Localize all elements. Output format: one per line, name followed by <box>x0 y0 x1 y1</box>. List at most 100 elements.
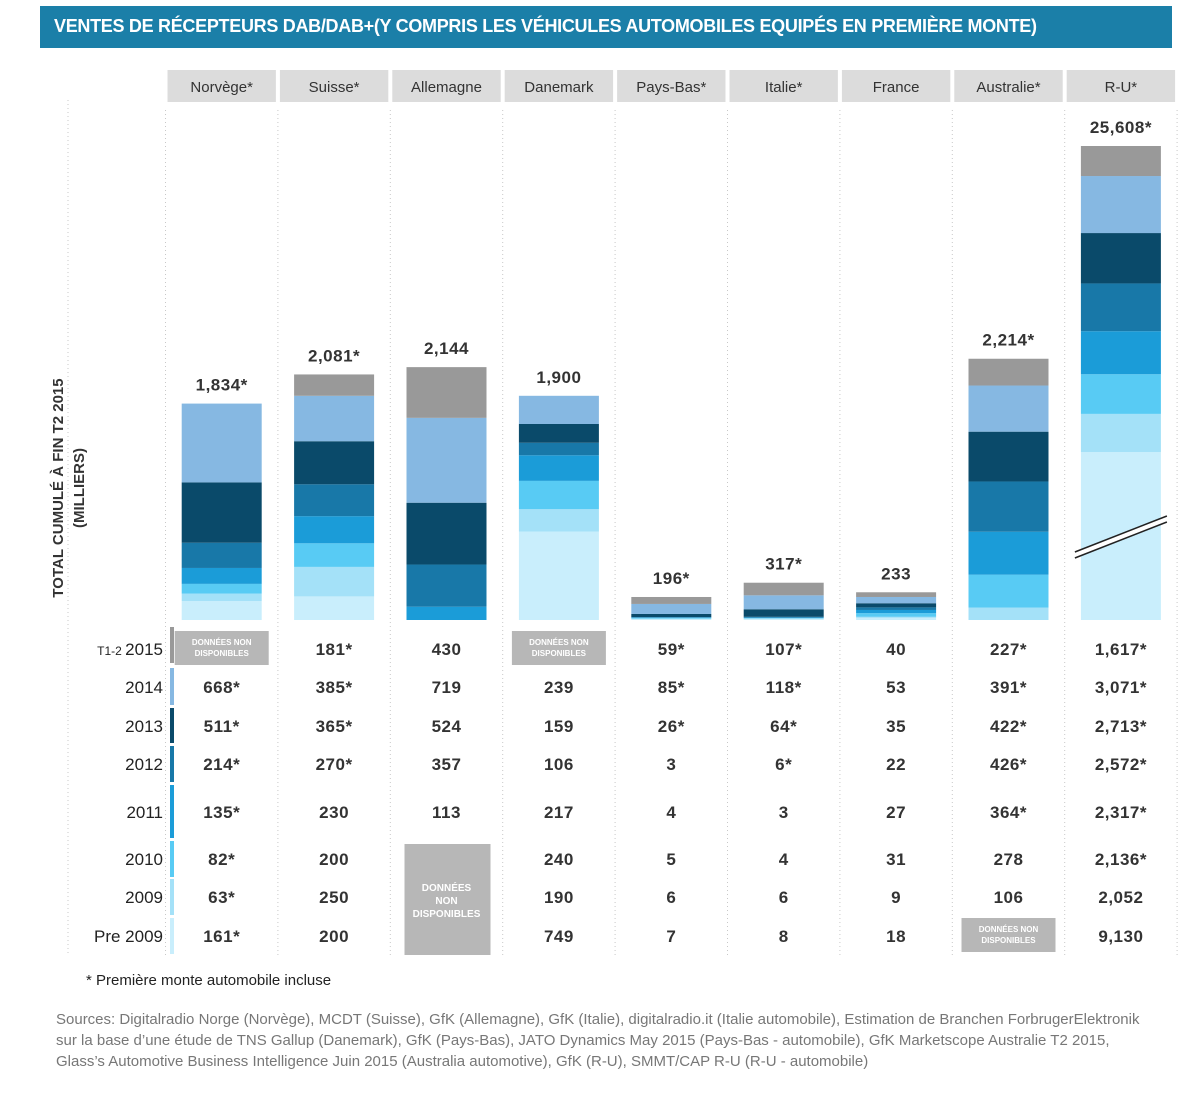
data-cell-pays-bas-2010: 5 <box>666 850 676 869</box>
data-cell-italie-pre-2009: 8 <box>779 927 789 946</box>
bar-segment-australie-2011 <box>968 531 1049 575</box>
header-label-pays-bas: Pays-Bas* <box>636 79 706 96</box>
row-label-2015: T1-2 2015 <box>97 640 163 659</box>
data-cell-france-pre-2009: 18 <box>886 927 906 946</box>
data-cell-australie-2010: 278 <box>994 850 1024 869</box>
header-cell-norvege <box>167 70 276 102</box>
bar-segment-norvege-2009 <box>181 593 262 602</box>
header-cell-suisse <box>279 70 389 102</box>
bar-segment-norvege-2012 <box>181 542 262 568</box>
row-color-marker <box>170 918 174 954</box>
data-cell-norvege-2014: 668* <box>203 678 240 697</box>
bar-segment-danemark-2010 <box>518 480 599 510</box>
na-cell-australie-pre-2009 <box>961 918 1056 952</box>
data-cell-danemark-pre-2009: 749 <box>544 927 574 946</box>
data-cell-danemark-2009: 190 <box>544 888 574 907</box>
bar-segment-australie-2015 <box>968 358 1049 386</box>
bar-segment-allemagne-2015 <box>406 367 487 418</box>
bar-segment-danemark-pre-2009 <box>518 531 599 620</box>
data-cell-r-u-2011: 2,317* <box>1095 803 1147 822</box>
data-cell-norvege-2010: 82* <box>208 850 235 869</box>
total-label-australie: 2,214* <box>982 331 1034 350</box>
row-label-2010: 2010 <box>125 850 163 869</box>
data-cell-r-u-2015: 1,617* <box>1095 640 1147 659</box>
na-cell-norvege-2015 <box>174 631 269 665</box>
data-cell-australie-2015: 227* <box>990 640 1027 659</box>
bar-segment-pays-bas-2009 <box>631 618 712 620</box>
bar-segment-france-2014 <box>856 596 937 604</box>
data-cell-allemagne-2013: 524 <box>432 717 462 736</box>
data-cell-danemark-2013: 159 <box>544 717 574 736</box>
bar-segment-italie-2013 <box>743 609 824 617</box>
bar-segment-r-u-2013 <box>1080 233 1161 284</box>
na-text: DISPONIBLES <box>981 936 1036 945</box>
bar-segment-france-2013 <box>856 603 937 608</box>
bar-segment-allemagne-2014 <box>406 417 487 503</box>
na-text: DONNÉES NON <box>529 638 589 647</box>
sources-note: Sources: Digitalradio Norge (Norvège), M… <box>56 1011 1140 1070</box>
data-cell-italie-2011: 3 <box>779 803 789 822</box>
data-cell-r-u-2010: 2,136* <box>1095 850 1147 869</box>
header-label-danemark: Danemark <box>524 79 594 96</box>
data-cell-danemark-2014: 239 <box>544 678 574 697</box>
header-label-norvege: Norvège* <box>190 79 253 96</box>
data-cell-suisse-2012: 270* <box>316 755 353 774</box>
data-cell-italie-2014: 118* <box>766 678 802 697</box>
data-cell-france-2014: 53 <box>886 678 906 697</box>
bar-segment-allemagne-2012 <box>406 564 487 607</box>
total-label-italie: 317* <box>765 555 802 574</box>
total-label-allemagne: 2,144 <box>424 339 469 358</box>
data-cell-pays-bas-2011: 4 <box>666 803 676 822</box>
stacked-bar-chart: Norvège* Suisse* Allemagne Danemark Pays-Bas… <box>50 70 1178 958</box>
data-cell-suisse-2010: 200 <box>319 850 349 869</box>
data-cell-france-2009: 9 <box>891 888 901 907</box>
row-color-marker <box>170 879 174 915</box>
data-cell-pays-bas-2012: 3 <box>666 755 676 774</box>
bar-segment-r-u-2014 <box>1080 176 1161 234</box>
data-cell-suisse-2014: 385* <box>316 678 353 697</box>
row-label-2011: 2011 <box>126 803 163 822</box>
data-cell-suisse-2013: 365* <box>316 717 353 736</box>
bar-segment-norvege-pre-2009 <box>181 601 262 620</box>
total-label-r-u: 25,608* <box>1090 118 1152 137</box>
row-color-marker <box>170 841 174 877</box>
row-label-2013: 2013 <box>125 717 163 736</box>
bar-segment-allemagne-2013 <box>406 502 487 565</box>
total-label-suisse: 2,081* <box>308 346 360 365</box>
data-cell-norvege-pre-2009: 161* <box>203 927 240 946</box>
bar-segment-suisse-pre-2009 <box>294 596 375 620</box>
na-text: DONNÉES NON <box>192 638 252 647</box>
y-axis-label: TOTAL CUMULÉ À FIN T2 2015 <box>50 378 67 597</box>
axis-break <box>1074 516 1167 558</box>
data-cell-norvege-2009: 63* <box>208 888 235 907</box>
na-text: DISPONIBLES <box>532 649 587 658</box>
na-block-allemagne <box>404 844 491 955</box>
data-cell-allemagne-2015: 430 <box>432 640 462 659</box>
bar-segment-norvege-2011 <box>181 567 262 584</box>
data-cell-r-u-pre-2009: 9,130 <box>1098 927 1143 946</box>
bar-segment-italie-2015 <box>743 582 824 596</box>
data-cell-norvege-2013: 511* <box>204 717 240 736</box>
total-label-danemark: 1,900 <box>536 368 581 387</box>
bar-segment-pays-bas-2015 <box>631 596 712 604</box>
bar-segment-suisse-2015 <box>294 374 375 396</box>
data-cell-allemagne-2011: 113 <box>432 803 461 822</box>
bar-segment-italie-2009 <box>743 618 824 620</box>
bar-segment-r-u-2011 <box>1080 331 1161 375</box>
bar-segment-france-2012 <box>856 607 937 610</box>
bar-segment-suisse-2013 <box>294 441 375 485</box>
na-block-text: DONNÉES <box>422 881 472 894</box>
y-axis-label-units: (MILLIERS) <box>71 448 88 528</box>
bar-segment-italie-2012 <box>743 616 824 618</box>
bar-segment-suisse-2012 <box>294 484 375 517</box>
total-label-france: 233 <box>881 564 911 583</box>
data-cell-r-u-2014: 3,071* <box>1095 678 1147 697</box>
header-cell-italie <box>729 70 838 102</box>
data-cell-pays-bas-2015: 59* <box>658 640 685 659</box>
bar-segment-danemark-2012 <box>518 442 599 456</box>
bar-segment-france-2010 <box>856 613 937 617</box>
header-label-australie: Australie* <box>976 79 1040 96</box>
total-label-norvege: 1,834* <box>196 376 248 395</box>
bar-segment-r-u-2015 <box>1080 146 1161 177</box>
header-label-france: France <box>873 79 920 96</box>
